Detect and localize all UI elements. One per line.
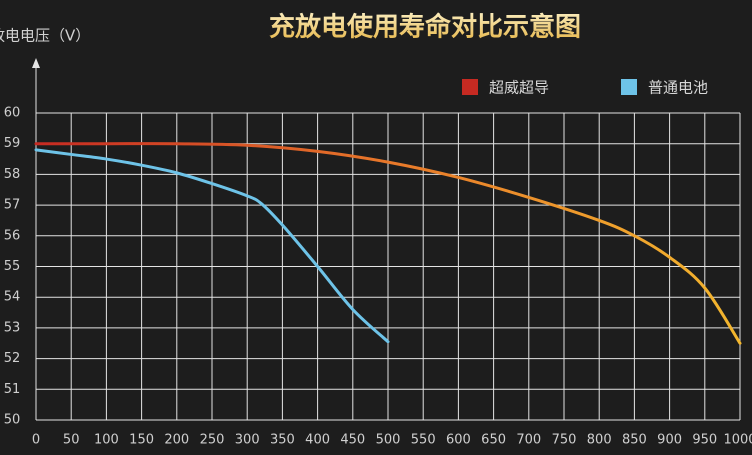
x-tick-label: 200 bbox=[164, 433, 189, 448]
legend-label: 超威超导 bbox=[489, 79, 549, 97]
series-line bbox=[34, 142, 742, 345]
y-tick-label: 56 bbox=[4, 228, 21, 243]
x-tick-label: 600 bbox=[446, 433, 471, 448]
y-axis-label: 放电电压（V） bbox=[0, 27, 90, 45]
y-tick-label: 58 bbox=[4, 167, 21, 182]
y-tick-label: 55 bbox=[4, 259, 21, 274]
x-tick-label: 350 bbox=[270, 433, 295, 448]
y-tick-label: 59 bbox=[4, 136, 21, 151]
y-tick-label: 52 bbox=[4, 351, 21, 366]
x-tick-label: 150 bbox=[129, 433, 154, 448]
x-tick-label: 500 bbox=[376, 433, 401, 448]
x-tick-label: 850 bbox=[622, 433, 647, 448]
y-tick-label: 57 bbox=[4, 198, 21, 213]
y-tick-label: 54 bbox=[4, 290, 21, 305]
x-tick-label: 450 bbox=[340, 433, 365, 448]
x-tick-label: 900 bbox=[657, 433, 682, 448]
y-axis-arrow bbox=[32, 58, 40, 68]
series-line bbox=[34, 148, 390, 344]
x-tick-label: 100 bbox=[94, 433, 119, 448]
x-tick-label: 400 bbox=[305, 433, 330, 448]
x-tick-label: 50 bbox=[63, 433, 80, 448]
x-tick-label: 700 bbox=[516, 433, 541, 448]
x-tick-label: 550 bbox=[411, 433, 436, 448]
y-tick-label: 50 bbox=[4, 413, 21, 428]
x-tick-label: 300 bbox=[235, 433, 260, 448]
x-tick-label: 250 bbox=[200, 433, 225, 448]
y-tick-label: 60 bbox=[4, 106, 21, 121]
x-tick-label: 800 bbox=[587, 433, 612, 448]
chart-title: 充放电使用寿命对比示意图 bbox=[269, 12, 581, 43]
y-tick-label: 51 bbox=[4, 382, 21, 397]
x-tick-label: 0 bbox=[32, 433, 40, 448]
x-tick-label: 650 bbox=[481, 433, 506, 448]
legend-swatch bbox=[621, 79, 637, 95]
x-tick-label: 1000 bbox=[723, 433, 752, 448]
legend-swatch bbox=[462, 79, 478, 95]
y-tick-label: 53 bbox=[4, 320, 21, 335]
x-tick-label: 750 bbox=[552, 433, 577, 448]
legend-label: 普通电池 bbox=[648, 79, 708, 97]
x-tick-label: 950 bbox=[692, 433, 717, 448]
